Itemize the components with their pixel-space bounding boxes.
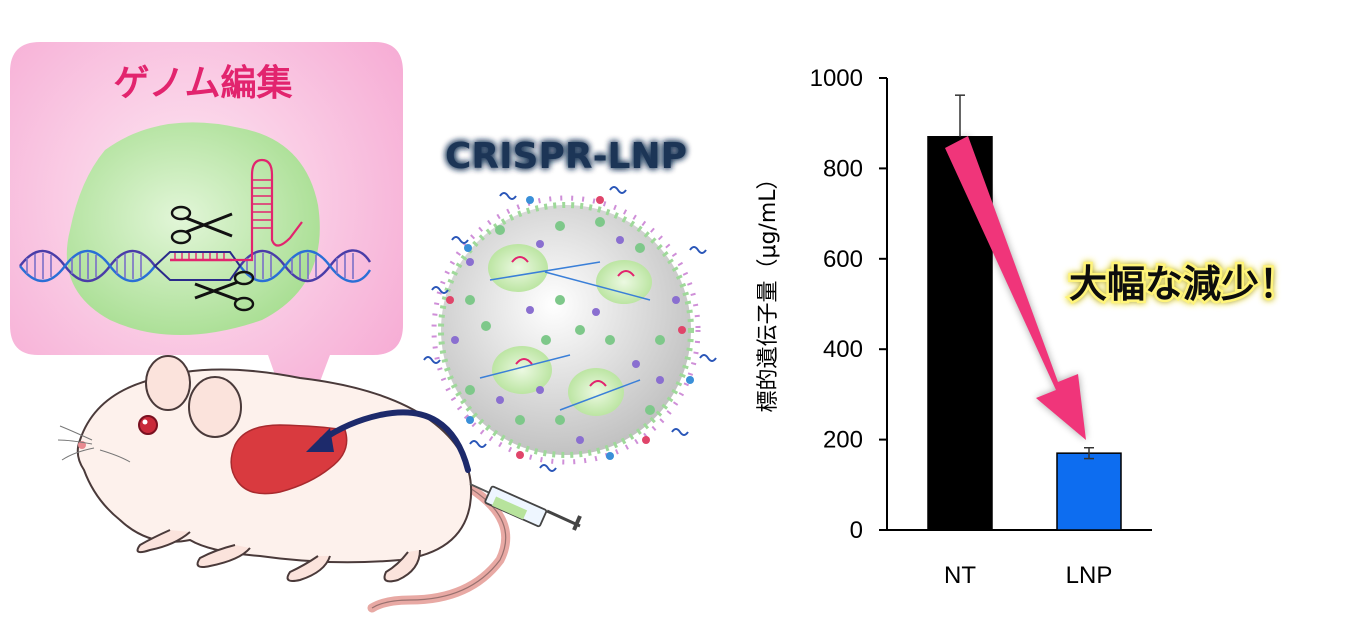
mouse-eye bbox=[138, 415, 158, 435]
mouse-ear bbox=[145, 355, 191, 411]
x-tick-label: NT bbox=[944, 562, 976, 589]
y-tick-label: 400 bbox=[823, 336, 863, 363]
scissors-icon bbox=[170, 205, 233, 245]
bars bbox=[927, 136, 1122, 531]
syringe-icon bbox=[469, 483, 582, 531]
particle-title: CRISPR-LNP bbox=[445, 136, 687, 177]
bar-chart: 0 200 400 600 800 1000 NT LNP 標的遺伝子量（μg/mL） bbox=[756, 65, 1152, 589]
y-tick-label: 200 bbox=[823, 427, 863, 454]
bar-lnp bbox=[1056, 452, 1122, 531]
lipid-nanoparticle bbox=[423, 186, 717, 472]
y-tick-label: 600 bbox=[823, 246, 863, 273]
y-tick-label: 0 bbox=[850, 517, 863, 544]
y-tick-label: 1000 bbox=[810, 65, 863, 92]
mouse-leg bbox=[286, 555, 331, 582]
scissors-icon bbox=[194, 270, 255, 312]
decrease-arrow bbox=[945, 136, 1086, 440]
x-axis: NT LNP bbox=[887, 529, 1152, 589]
x-tick-label: LNP bbox=[1066, 562, 1113, 589]
mouse-ear bbox=[188, 376, 242, 438]
callout-text: 大幅な減少！ bbox=[1069, 262, 1297, 306]
mouse-illustration bbox=[57, 355, 511, 613]
mouse-leg bbox=[383, 549, 421, 583]
y-tick-label: 800 bbox=[823, 155, 863, 182]
error-bars bbox=[955, 94, 1094, 460]
speech-bubble: ゲノム編集 bbox=[10, 42, 403, 440]
y-axis-label: 標的遺伝子量（μg/mL） bbox=[756, 167, 781, 412]
mouse-leg bbox=[136, 529, 191, 554]
mouse-leg bbox=[196, 544, 251, 568]
injection-arrow bbox=[319, 409, 471, 473]
y-axis: 0 200 400 600 800 1000 bbox=[810, 65, 888, 544]
dna-helix bbox=[19, 158, 372, 283]
error-bar bbox=[955, 94, 965, 137]
error-bar bbox=[1084, 446, 1094, 460]
bubble-title: ゲノム編集 bbox=[114, 63, 293, 104]
